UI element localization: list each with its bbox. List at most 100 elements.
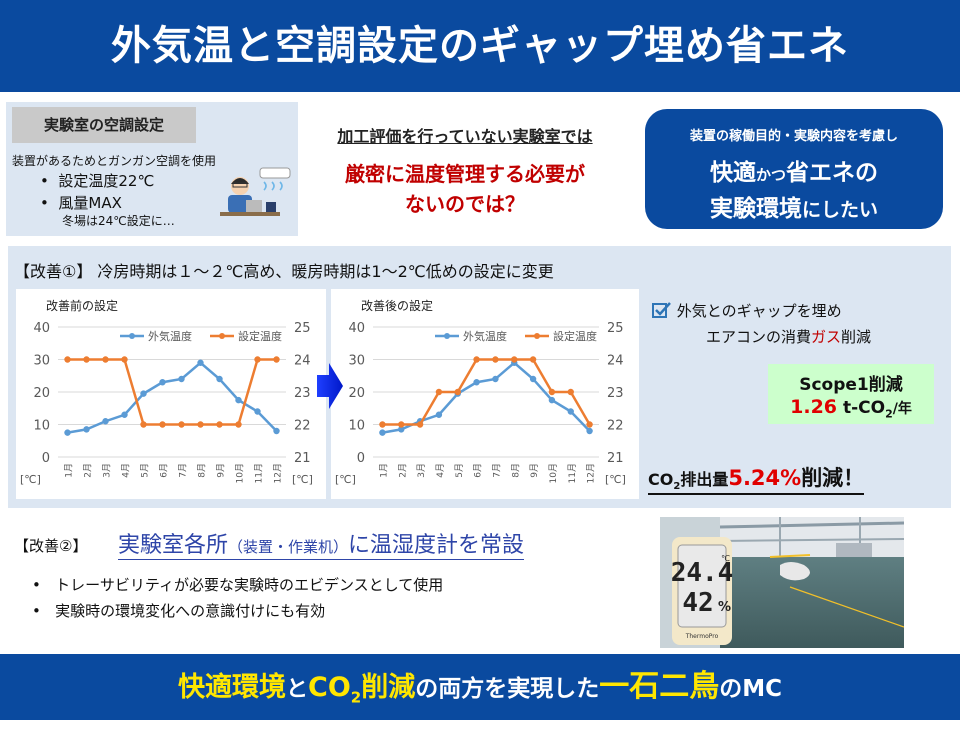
x-tick-label: 10月 (548, 463, 559, 483)
y-left-unit: [℃] (20, 473, 41, 486)
footer-comfort: 快適環境 (177, 672, 286, 703)
result-line-2-c: 削減 (841, 328, 872, 346)
scope1-unit-sub: 2 (885, 407, 893, 421)
improvement-1-title: 【改善①】 冷房時期は１～２℃高め、暖房時期は1～2℃低めの設定に変更 (14, 262, 554, 281)
y-left-tick-label: 0 (42, 451, 50, 466)
goal-comfort: 快適 (709, 160, 756, 186)
data-point (567, 408, 574, 415)
lab-bullet-text: 風量MAX (58, 194, 122, 212)
lab-bullet: • 設定温度22℃ (40, 172, 155, 190)
goal-line-3: 実験環境にしたい (645, 189, 943, 223)
data-point (121, 411, 128, 418)
checkbox-checked-icon (652, 302, 671, 318)
improvement-2-title-b: （装置・作業机） (228, 538, 349, 556)
chart-title: 改善前の設定 (46, 298, 118, 313)
data-point (235, 421, 242, 428)
data-point (586, 421, 593, 428)
data-point (529, 356, 537, 363)
x-tick-label: 5月 (140, 463, 151, 478)
x-tick-label: 8月 (197, 463, 208, 478)
x-tick-label: 3月 (102, 463, 113, 478)
x-tick-label: 4月 (121, 463, 132, 478)
x-tick-label: 10月 (235, 463, 246, 483)
scope1-title: Scope1削減 (799, 375, 903, 395)
data-point (586, 427, 593, 435)
goal-line-1: 装置の稼働目的・実験内容を考慮し (689, 129, 898, 144)
x-tick-label: 6月 (473, 463, 484, 478)
scope1-per-year: /年 (892, 401, 912, 417)
x-tick-label: 6月 (159, 463, 170, 478)
improvement-2-title-a: 実験室各所 (118, 533, 229, 558)
data-point (102, 418, 109, 425)
thermometer-humidity-unit: % (718, 600, 731, 615)
y-right-tick-label: 21 (294, 451, 311, 466)
data-point (473, 356, 480, 363)
x-tick-label: 5月 (454, 463, 465, 478)
co2-sub: 2 (673, 481, 681, 493)
data-point (159, 421, 166, 428)
legend-label: 外気温度 (148, 329, 192, 343)
x-tick-label: 9月 (529, 463, 540, 478)
data-point (102, 356, 109, 363)
y-right-tick-label: 22 (607, 419, 624, 434)
thermometer-temperature: 24.4 (671, 558, 734, 588)
data-point (197, 421, 204, 428)
y-left-tick-label: 20 (348, 386, 365, 401)
lab-bullet: • 風量MAX (40, 194, 122, 212)
x-tick-label: 7月 (178, 463, 189, 478)
y-left-tick-label: 10 (348, 419, 365, 434)
y-right-unit: [℃] (605, 473, 626, 486)
improvement-2-title: 実験室各所（装置・作業机）に温湿度計を常設 (118, 527, 525, 560)
data-point (273, 356, 280, 363)
series-line (67, 361, 278, 434)
goal-energy-saving: 省エネの (786, 160, 878, 186)
data-point (511, 356, 518, 363)
x-tick-label: 12月 (586, 463, 597, 483)
lab-description: 装置があるためとガンガン空調を使用 (12, 154, 217, 168)
x-tick-label: 2月 (397, 463, 408, 478)
legend-marker (219, 333, 225, 339)
co2-label: CO (648, 470, 674, 489)
data-point (416, 421, 424, 428)
data-point (454, 388, 461, 396)
x-tick-label: 8月 (510, 463, 521, 478)
legend-label: 設定温度 (238, 329, 282, 343)
goal-line-2: 快適かつ省エネの (645, 153, 943, 187)
data-point (83, 356, 90, 363)
x-tick-label: 1月 (64, 463, 75, 478)
x-tick-label: 4月 (435, 463, 446, 478)
improvement-2-title-c: に温湿度計を常設 (348, 533, 525, 558)
data-point (121, 356, 128, 363)
y-right-unit: [℃] (292, 473, 313, 486)
data-point (273, 427, 280, 435)
improvement-2-bullet-text: トレーサビリティが必要な実験時のエビデンスとして使用 (55, 576, 444, 594)
y-right-tick-label: 25 (607, 321, 624, 336)
co2-reduction-line: CO2排出量5.24%削減！ (648, 462, 865, 496)
data-point (64, 356, 71, 363)
footer-co2-sub: 2 (350, 688, 362, 707)
data-point (379, 421, 386, 428)
question-line-2: 厳密に温度管理する必要が (345, 162, 585, 186)
data-point (398, 426, 405, 433)
legend-marker (444, 333, 450, 339)
data-point (492, 375, 499, 383)
result-line-2-a: エアコンの消費 (706, 328, 812, 346)
result-gas: ガス (811, 328, 842, 346)
legend-label: 外気温度 (463, 329, 507, 343)
thermometer-brand: ThermoPro (685, 633, 719, 640)
x-tick-label: 9月 (216, 463, 227, 478)
data-point (64, 429, 71, 436)
legend-marker (129, 333, 135, 339)
x-tick-label: 2月 (83, 463, 94, 478)
y-left-tick-label: 10 (33, 419, 50, 434)
chart-after-panel: 改善後の設定 0 10 20 30 40 21 22 23 24 25 [℃] [℃] 1月 2月 3月 4月 5… (331, 289, 639, 499)
lab-bullet-text: 設定温度22℃ (58, 172, 155, 190)
data-point (254, 356, 261, 363)
lab-photo: 24.4 ℃ 42 % ThermoPro (660, 517, 904, 648)
data-point (473, 379, 480, 386)
air-conditioner-icon (259, 167, 291, 179)
x-tick-label: 1月 (378, 463, 389, 478)
data-point (83, 426, 90, 433)
data-point (178, 375, 185, 383)
x-tick-label: 7月 (491, 463, 502, 478)
